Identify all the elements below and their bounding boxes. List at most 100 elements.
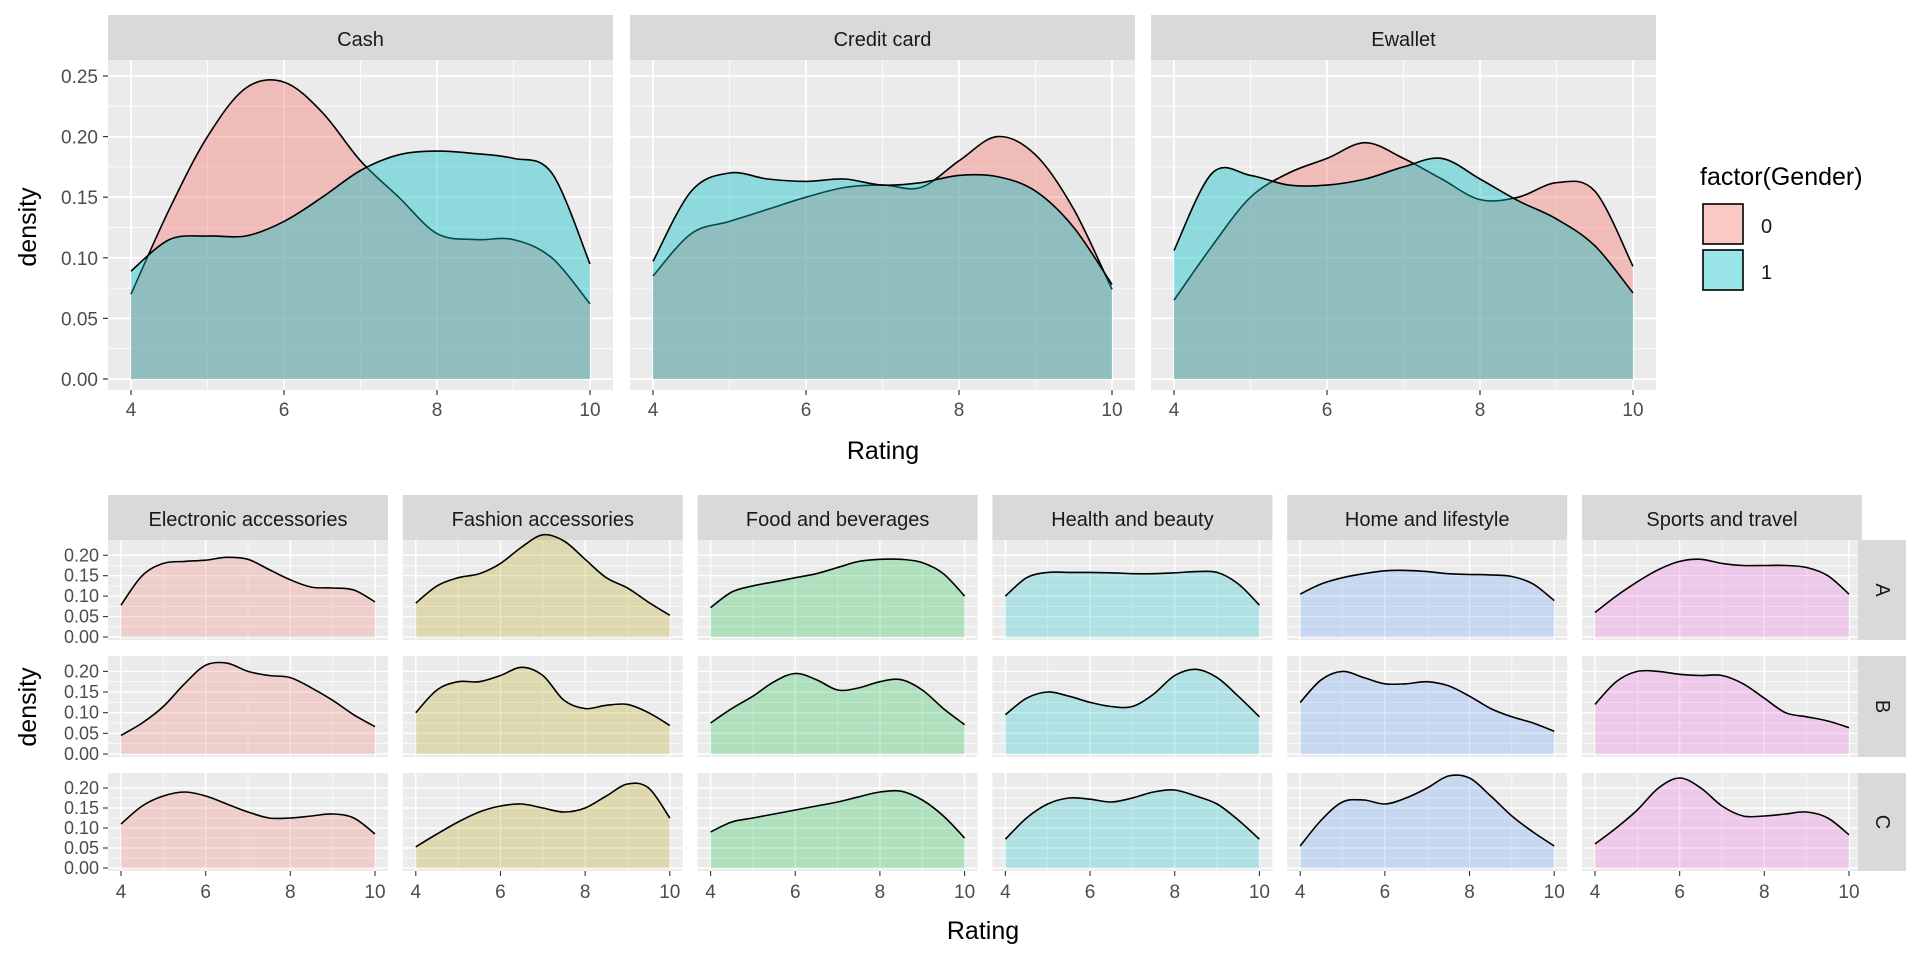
x-tick-label: 6 [1085,882,1096,903]
y-tick-label: 0.20 [64,661,99,681]
x-tick-label: 4 [1590,882,1601,903]
y-tick-label: 0.05 [64,723,99,743]
x-tick-label: 6 [1322,400,1333,421]
x-tick-label: 10 [1622,400,1643,421]
row-strip-label: C [1871,815,1893,829]
x-tick-label: 4 [1295,882,1306,903]
bottom-x-axis-title: Rating [947,917,1019,945]
panel-r2-c5 [1582,773,1862,871]
panel-r0-c1 [402,533,683,640]
panel-r0-c3 [992,540,1273,640]
x-tick-label: 10 [1544,882,1565,903]
panel-r1-c0 [108,656,388,757]
y-tick-label: 0.10 [64,586,99,606]
density-area [121,557,375,637]
density-line [1299,569,1555,602]
legend-title: factor(Gender) [1700,163,1863,191]
facet-strip-label: Ewallet [1371,29,1436,51]
density-line [1004,668,1260,718]
x-tick-label: 4 [116,882,127,903]
density-area-0 [1174,142,1633,379]
facet-strip-label: Cash [337,29,384,51]
density-line [415,782,671,848]
column-strip-label: Home and lifestyle [1345,509,1510,531]
density-area [1595,778,1849,868]
x-tick-label: 10 [579,400,600,421]
legend-label-0: 0 [1761,216,1772,238]
density-line [1299,774,1555,847]
x-tick-label: 8 [285,882,296,903]
x-tick-label: 10 [659,882,680,903]
density-area [1300,775,1555,868]
panel-r1-c2 [697,656,978,757]
density-line [710,672,966,726]
facet-panel-2: Ewallet 4 6 8 10 [1151,15,1656,421]
column-strip-label: Electronic accessories [149,509,348,531]
density-line-0 [1173,141,1634,301]
density-area [1005,669,1260,754]
x-tick-label: 6 [801,400,812,421]
density-area [1300,671,1555,754]
y-tick-label: 0.00 [64,858,99,878]
facet-strip [630,15,1135,60]
row-strip [1858,773,1906,871]
facet-panel-1: Credit card 4 6 8 10 [630,15,1135,421]
x-tick-label: 6 [1674,882,1685,903]
density-line [415,666,671,727]
x-tick-label: 6 [200,882,211,903]
row-strip-label: A [1871,583,1893,597]
legend-label-1: 1 [1761,262,1772,284]
panel-r2-c2 [697,773,978,871]
y-tick-label: 0.10 [61,249,98,270]
column-strip [697,495,978,540]
x-tick-label: 4 [1000,882,1011,903]
panel-r1-c3 [992,656,1273,757]
density-area-0 [653,136,1112,379]
x-tick-label: 8 [580,882,591,903]
density-line [120,556,376,606]
x-tick-label: 10 [364,882,385,903]
facet-strip-label: Credit card [834,29,932,51]
x-tick-label: 8 [1169,882,1180,903]
x-tick-label: 4 [705,882,716,903]
density-area [1300,570,1555,637]
density-area [1595,559,1849,637]
density-area-0 [131,79,590,379]
density-line [1594,558,1850,614]
density-line [710,789,966,839]
y-tick-label: 0.15 [64,566,99,586]
x-tick-label: 4 [411,882,422,903]
panel-r2-c0 [108,773,388,871]
y-tick-label: 0.05 [64,607,99,627]
panel-r1-c4 [1287,656,1568,757]
density-line [710,558,966,609]
y-tick-label: 0.15 [64,682,99,702]
x-tick-label: 8 [875,882,886,903]
panel-r0-c0 [108,540,388,640]
y-tick-label: 0.10 [64,818,99,838]
density-area [415,667,670,754]
density-area [1595,670,1849,754]
density-area [121,662,375,754]
density-area [415,534,670,637]
density-line [415,533,671,616]
y-tick-label: 0.20 [61,128,98,149]
x-tick-label: 10 [1249,882,1270,903]
y-tick-label: 0.05 [64,838,99,858]
density-area [710,790,965,868]
x-tick-label: 4 [126,400,137,421]
y-tick-label: 0.05 [61,309,98,330]
x-tick-label: 4 [648,400,659,421]
column-strip [108,495,388,540]
row-strip [1858,540,1906,640]
y-tick-label: 0.00 [61,370,98,391]
column-strip-label: Health and beauty [1051,509,1213,531]
density-area [710,673,965,754]
y-tick-label: 0.10 [64,703,99,723]
x-tick-label: 8 [1759,882,1770,903]
density-area [1005,571,1260,637]
legend-key-1 [1702,249,1744,291]
x-tick-label: 6 [1380,882,1391,903]
panel-r0-c2 [697,540,978,640]
